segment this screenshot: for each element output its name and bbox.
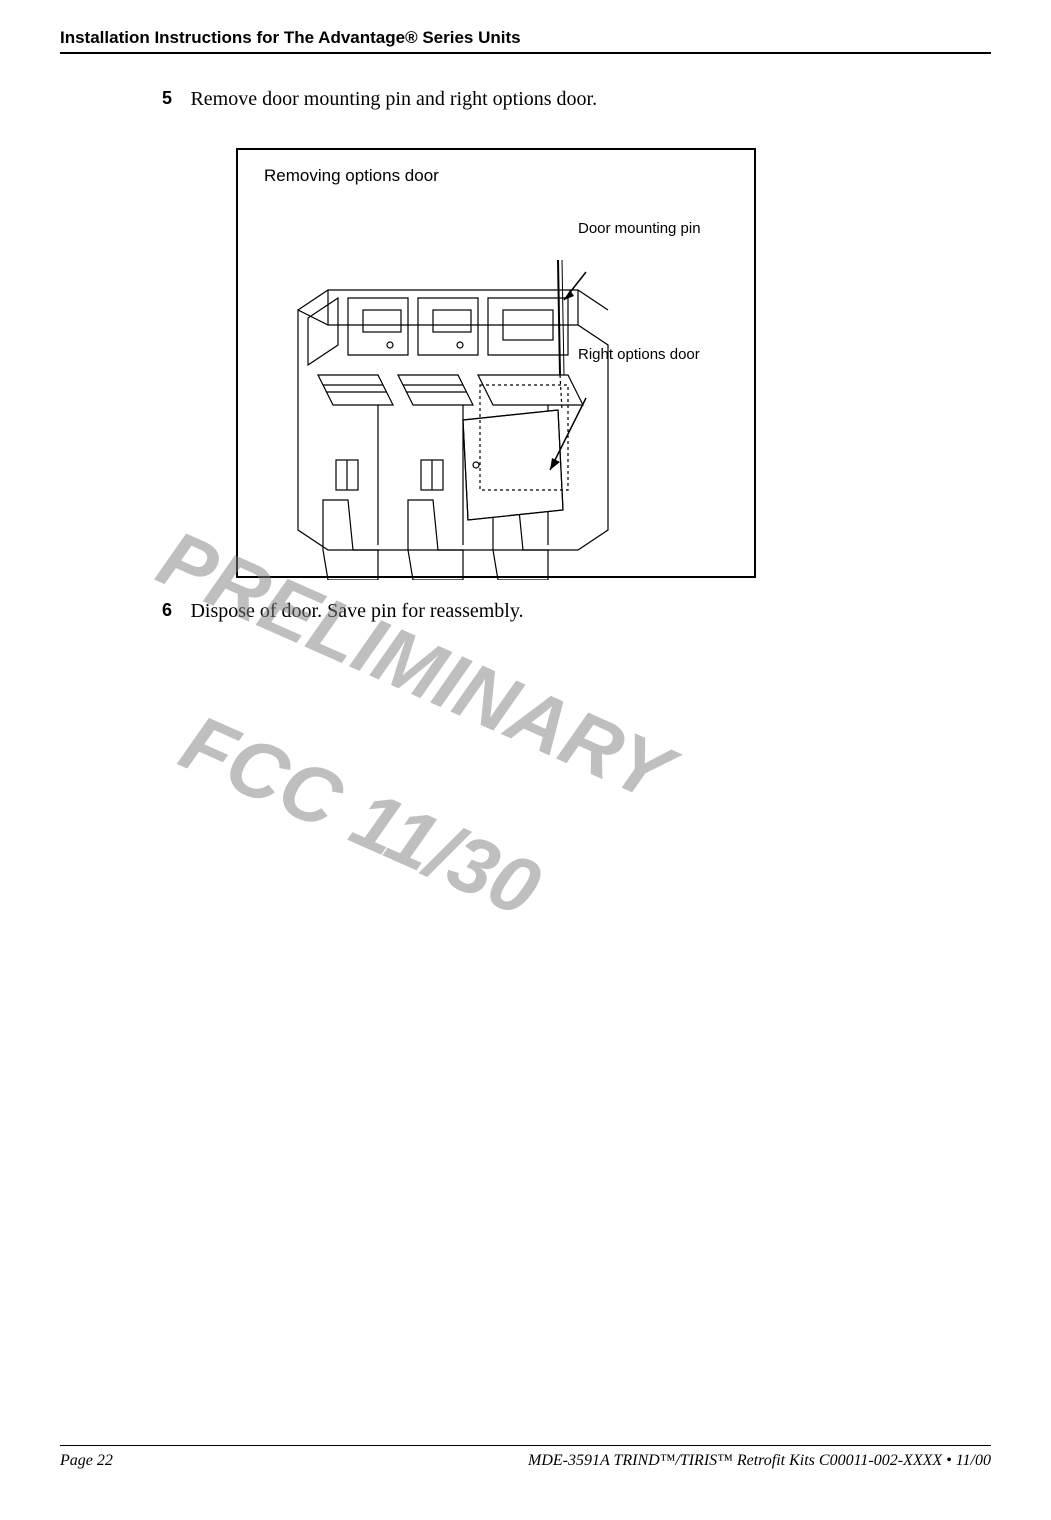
step-5-number: 5	[148, 88, 172, 109]
step-6: 6 Dispose of door. Save pin for reassemb…	[148, 600, 524, 623]
footer-document-id: MDE-3591A TRIND™/TIRIS™ Retrofit Kits C0…	[528, 1452, 991, 1470]
step-5: 5 Remove door mounting pin and right opt…	[148, 88, 597, 111]
header-title: Installation Instructions for The Advant…	[60, 28, 991, 48]
page-header: Installation Instructions for The Advant…	[60, 28, 991, 54]
dispenser-diagram	[248, 190, 748, 580]
step-6-number: 6	[148, 600, 172, 621]
figure-box: Removing options door Door mounting pin …	[236, 148, 756, 578]
figure-title: Removing options door	[264, 166, 439, 186]
page-footer: Page 22 MDE-3591A TRIND™/TIRIS™ Retrofit…	[60, 1445, 991, 1470]
step-6-text: Dispose of door. Save pin for reassembly…	[190, 600, 523, 623]
step-5-text: Remove door mounting pin and right optio…	[190, 88, 597, 111]
footer-page-number: Page 22	[60, 1452, 113, 1470]
watermark-fcc: FCC 11/30	[168, 697, 553, 936]
